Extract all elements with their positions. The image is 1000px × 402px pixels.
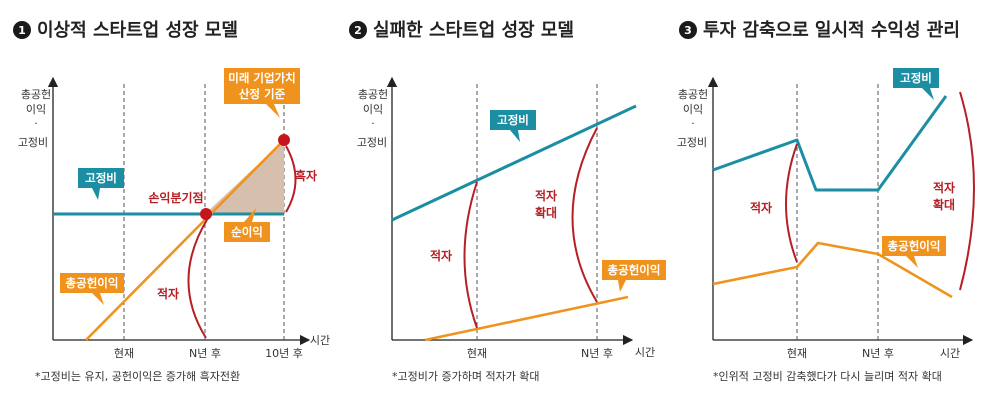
panel-3-note: *인위적 고정비 감축했다가 다시 늘리며 적자 확대: [713, 370, 942, 383]
panel-3-tick-n: N년 후: [862, 347, 894, 360]
panel-3-y-label-4: 고정비: [677, 136, 707, 149]
panel-2-number: 2: [354, 24, 362, 37]
panel-2-tick-now: 현재: [467, 347, 487, 360]
panel-1-tick-n: N년 후: [189, 347, 221, 360]
panel-3-deficit-expand-label-1: 적자: [933, 180, 955, 195]
panel-2-contribution-label: 총공헌이익: [608, 263, 661, 277]
panel-2-contribution-callout: 총공헌이익: [602, 260, 666, 292]
panel-2-fixed-cost-line: [391, 104, 637, 222]
panel-1-number: 1: [18, 24, 26, 37]
panel-3-deficit-bracket: [785, 143, 798, 263]
panel-2-y-label-4: 고정비: [357, 136, 387, 149]
panel-1-note: *고정비는 유지, 공헌이익은 증가해 흑자전환: [35, 369, 240, 383]
panel-3: 3 투자 감축으로 일시적 수익성 관리 총공헌 이익 · 고정비 시간 현재 …: [677, 20, 975, 383]
panel-3-x-label: 시간: [940, 347, 960, 360]
panel-1-net-profit-label: 순이익: [231, 225, 263, 239]
panel-3-deficit-label: 적자: [750, 200, 772, 215]
panel-2-title: 실패한 스타트업 성장 모델: [373, 20, 574, 41]
panel-3-y-label-1: 총공헌: [678, 88, 708, 101]
panel-3-fixed-cost-callout: 고정비: [893, 68, 939, 100]
panel-1: 1 이상적 스타트업 성장 모델 총공헌 이익 · 고정비 시간 현재 N년 후…: [13, 20, 330, 383]
panel-2-deficit-expand-label-2: 확대: [535, 205, 557, 220]
panel-1-y-label-3: ·: [34, 117, 38, 130]
panel-3-fixed-cost-label: 고정비: [900, 71, 932, 85]
panel-1-fixed-cost-label: 고정비: [85, 171, 117, 185]
panel-1-contribution-line: [85, 139, 285, 341]
panel-3-number-badge: [679, 21, 697, 39]
panel-1-deficit-label: 적자: [157, 286, 179, 301]
panel-2-deficit-bracket: [463, 181, 478, 329]
panel-2-note: *고정비가 증가하며 적자가 확대: [392, 369, 540, 383]
panel-2-deficit-expand-bracket: [571, 127, 598, 303]
panel-1-contribution-callout: 총공헌이익: [60, 273, 124, 305]
panel-2: 2 실패한 스타트업 성장 모델 총공헌 이익 · 고정비 시간 현재 N년 후…: [349, 20, 666, 383]
panel-3-tick-now: 현재: [787, 347, 807, 360]
panel-1-y-label-2: 이익: [26, 103, 46, 116]
panel-1-valuation-callout: 미래 기업가치 산정 기준: [224, 68, 300, 118]
panel-1-breakeven-point: [200, 208, 212, 220]
panel-3-y-label-3: ·: [691, 117, 695, 130]
panel-2-fixed-cost-callout: 고정비: [490, 110, 536, 142]
panel-3-deficit-expand-bracket: [959, 91, 975, 291]
panel-1-valuation-label-1: 미래 기업가치: [228, 71, 295, 85]
panel-1-number-badge: [13, 21, 31, 39]
panel-2-fixed-cost-label: 고정비: [497, 113, 529, 127]
panel-3-fixed-cost-line: [712, 95, 948, 192]
panel-2-number-badge: [349, 21, 367, 39]
panel-1-fixed-cost-callout: 고정비: [78, 168, 124, 200]
panel-2-x-label: 시간: [635, 346, 655, 359]
panel-1-breakeven-label: 손익분기점: [148, 190, 203, 205]
panel-1-y-label-4: 고정비: [18, 136, 48, 149]
panel-1-x-label: 시간: [310, 334, 330, 347]
panel-1-y-label-1: 총공헌: [21, 88, 51, 101]
panel-2-y-label-2: 이익: [363, 103, 383, 116]
panel-3-number: 3: [684, 24, 692, 37]
panel-2-deficit-expand-label-1: 적자: [535, 188, 557, 203]
panel-3-contribution-callout: 총공헌이익: [882, 236, 946, 268]
panel-3-title: 투자 감축으로 일시적 수익성 관리: [703, 20, 960, 41]
panel-1-deficit-bracket: [187, 217, 209, 339]
panel-1-net-profit-callout: 순이익: [224, 208, 270, 242]
panel-3-contribution-line: [712, 241, 953, 299]
panel-2-deficit-label: 적자: [430, 248, 452, 263]
panel-2-contribution-line: [424, 295, 629, 342]
panel-1-tick-now: 현재: [114, 347, 134, 360]
panel-3-deficit-expand-label-2: 확대: [933, 197, 955, 212]
panel-1-surplus-label: 흑자: [295, 168, 317, 183]
panel-3-y-label-2: 이익: [683, 103, 703, 116]
panel-1-valuation-point: [278, 134, 290, 146]
panel-2-y-label-3: ·: [371, 117, 375, 130]
panel-1-surplus-bracket: [285, 145, 297, 213]
panel-1-title: 이상적 스타트업 성장 모델: [37, 20, 238, 41]
panel-2-tick-n: N년 후: [581, 347, 613, 360]
panel-1-valuation-label-2: 산정 기준: [239, 87, 286, 101]
panel-1-contribution-label: 총공헌이익: [66, 276, 119, 290]
panel-3-contribution-label: 총공헌이익: [888, 239, 941, 253]
panel-1-tick-10: 10년 후: [265, 347, 303, 360]
panel-2-y-label-1: 총공헌: [358, 88, 388, 101]
